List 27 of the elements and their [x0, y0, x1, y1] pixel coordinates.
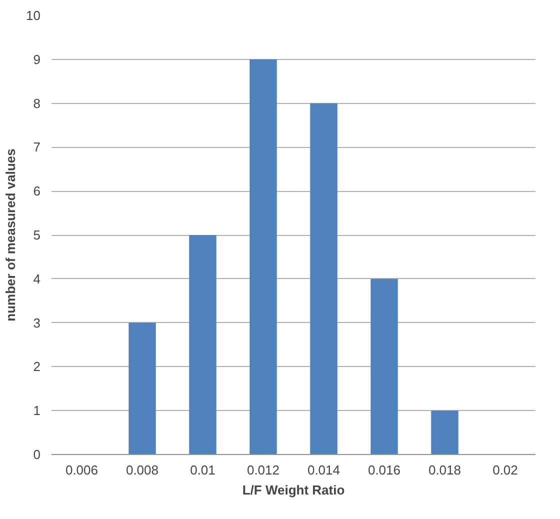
y-tick-label: 2 [33, 359, 41, 374]
bar [128, 322, 156, 454]
x-tick-label: 0.01 [190, 462, 216, 478]
y-axis-title: number of measured values [3, 148, 18, 322]
x-tick-label: 0.008 [126, 462, 159, 478]
x-tick-label: 0.014 [307, 462, 340, 478]
y-tick-label: 1 [33, 403, 41, 418]
x-tick-label: 0.006 [65, 462, 98, 478]
y-tick-label: 9 [33, 52, 41, 67]
y-tick-label: 8 [33, 96, 41, 111]
bar [310, 103, 338, 454]
x-axis-title: L/F Weight Ratio [242, 482, 345, 498]
y-tick-label: 3 [33, 315, 41, 330]
y-tick-label: 4 [33, 271, 41, 286]
bar [250, 59, 277, 454]
y-tick-label: 7 [33, 140, 41, 155]
x-tick-label: 0.012 [246, 462, 280, 478]
y-tick-label: 6 [33, 184, 41, 199]
bar [431, 410, 458, 454]
bar [189, 235, 216, 454]
x-tick-label: 0.02 [492, 462, 518, 478]
y-tick-label: 0 [33, 447, 41, 462]
x-tick-label: 0.016 [368, 462, 401, 478]
bar [370, 278, 398, 454]
y-tick-label: 10 [26, 8, 41, 23]
y-tick-label: 5 [33, 228, 41, 242]
x-tick-label: 0.018 [428, 462, 462, 478]
